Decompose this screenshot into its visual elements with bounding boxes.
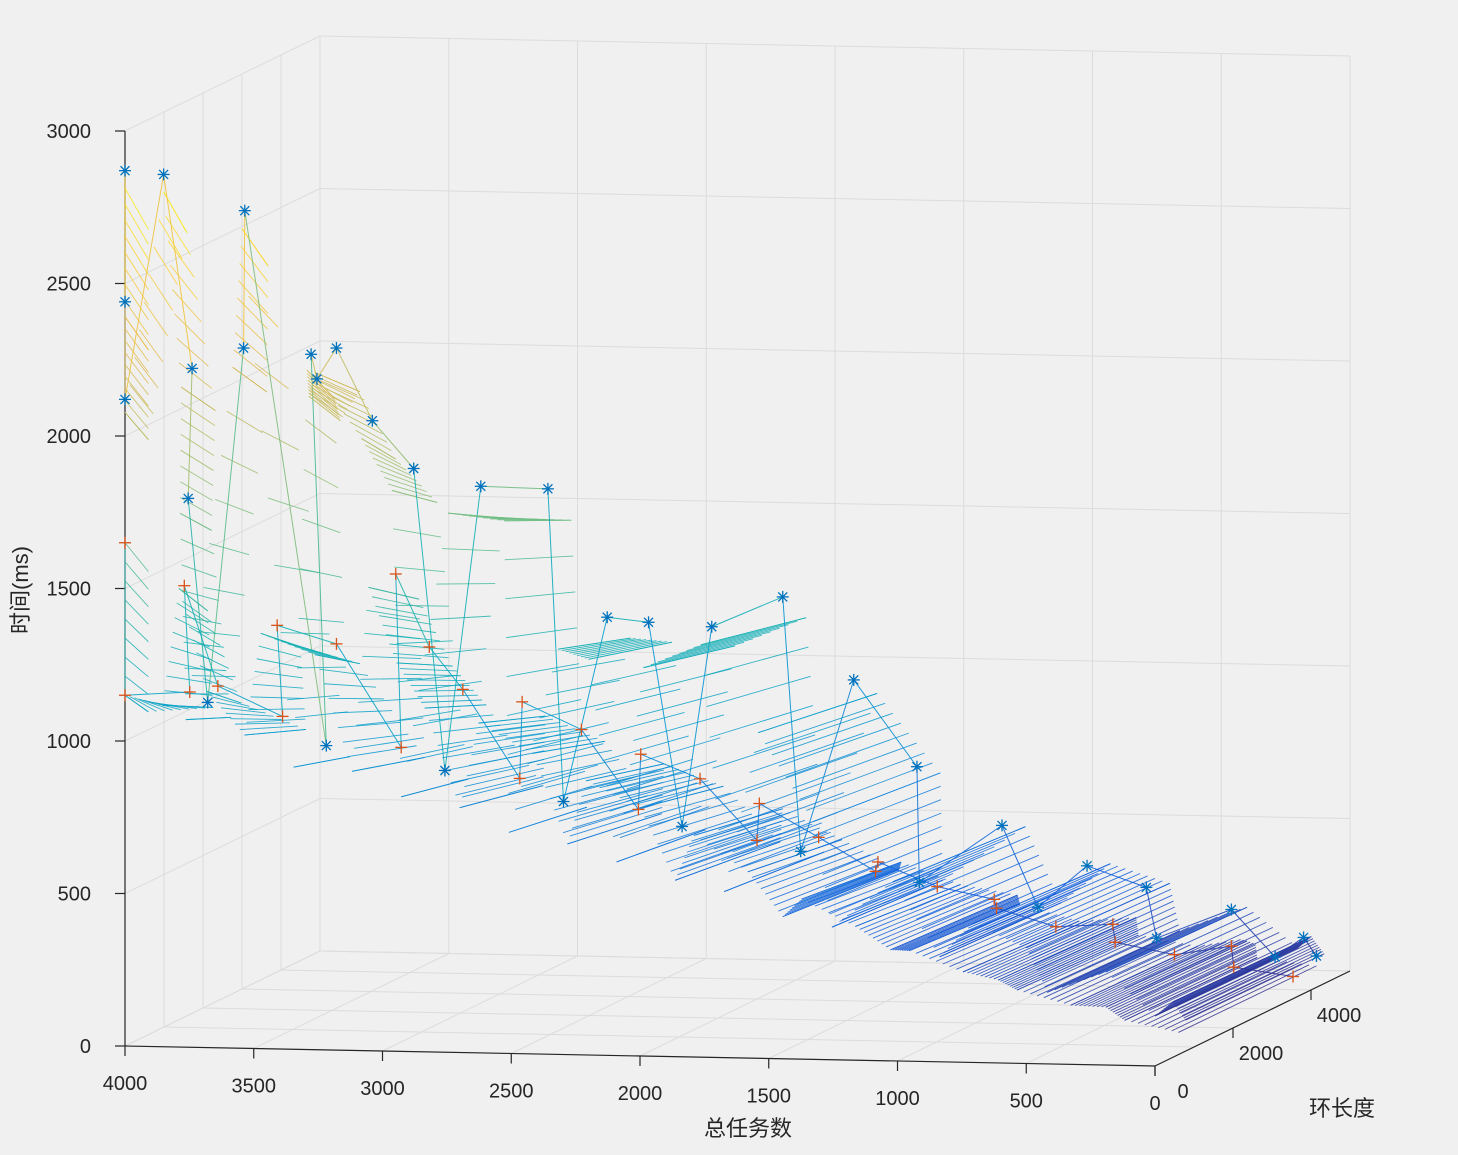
z-tick-label: 2500 [47, 274, 92, 296]
data-point-star [996, 819, 1008, 831]
data-point-star [676, 820, 688, 832]
x-tick-label: 4000 [103, 1073, 148, 1095]
z-tick-label: 0 [80, 1036, 91, 1058]
data-point-star [1140, 881, 1152, 893]
data-point-star [119, 296, 131, 308]
data-point-star [238, 342, 250, 354]
data-point-star [542, 483, 554, 495]
y-tick-label: 4000 [1317, 1005, 1362, 1027]
data-point-star [158, 168, 170, 180]
data-point-star [558, 796, 570, 808]
data-point-star [366, 415, 378, 427]
z-tick-label: 2000 [47, 426, 92, 448]
x-tick-label: 2000 [618, 1083, 663, 1105]
data-point-star [795, 845, 807, 857]
y-tick-label: 2000 [1239, 1043, 1284, 1065]
y-tick-label: 0 [1177, 1081, 1188, 1103]
data-point-star [1225, 904, 1237, 916]
data-point-star [913, 876, 925, 888]
data-point-star [706, 621, 718, 633]
data-point-star [202, 696, 214, 708]
data-point-star [1081, 860, 1093, 872]
data-point-star [911, 761, 923, 773]
data-point-star [1298, 931, 1310, 943]
z-tick-label: 1000 [47, 731, 92, 753]
data-point-star [119, 165, 131, 177]
x-tick-label: 500 [1010, 1091, 1043, 1113]
data-point-star [601, 611, 613, 623]
z-axis-label: 时间(ms) [8, 546, 33, 634]
surface-mesh-line [329, 698, 384, 699]
x-tick-label: 1000 [875, 1088, 920, 1110]
data-point-star [305, 348, 317, 360]
data-point-star [1269, 951, 1281, 963]
surface-mesh-line [436, 584, 495, 585]
data-point-star [408, 463, 420, 475]
data-point-star [475, 480, 487, 492]
x-tick-label: 3500 [232, 1076, 277, 1098]
data-point-star [320, 740, 332, 752]
data-point-star [239, 205, 251, 217]
data-point-star [330, 342, 342, 354]
data-point-star [182, 492, 194, 504]
z-tick-label: 1500 [47, 579, 92, 601]
data-point-star [119, 393, 131, 405]
data-point-star [777, 591, 789, 603]
data-point-star [1310, 950, 1322, 962]
x-tick-label: 1500 [747, 1086, 792, 1108]
x-tick-label: 3000 [360, 1078, 405, 1100]
data-point-star [311, 373, 323, 385]
x-axis-label: 总任务数 [704, 1116, 792, 1141]
data-point-star [1151, 932, 1163, 944]
data-point-star [186, 362, 198, 374]
z-tick-label: 3000 [47, 121, 92, 143]
data-point-star [643, 616, 655, 628]
data-point-star [439, 765, 451, 777]
x-tick-label: 2500 [489, 1081, 534, 1103]
z-tick-label: 500 [58, 884, 91, 906]
x-tick-label: 0 [1149, 1093, 1160, 1115]
data-point-star [848, 674, 860, 686]
data-point-star [1032, 901, 1044, 913]
y-axis-label: 环长度 [1309, 1096, 1375, 1121]
